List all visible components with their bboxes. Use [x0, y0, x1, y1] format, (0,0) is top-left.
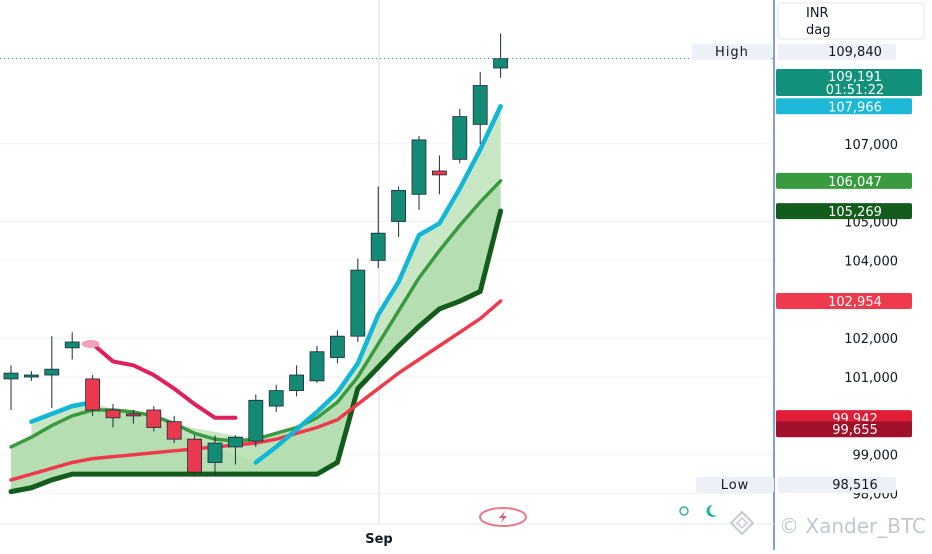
candle[interactable] — [126, 410, 141, 424]
candle[interactable] — [370, 186, 386, 269]
price-badge-text: 107,966 — [828, 100, 882, 115]
candle-body — [64, 341, 80, 349]
candle-body — [493, 58, 509, 69]
last-price-value: 109,191 — [828, 70, 882, 85]
candle-body — [146, 409, 162, 428]
resistance-marker — [81, 339, 100, 348]
price-badge-text: 106,047 — [828, 175, 882, 190]
candle-body — [85, 378, 100, 411]
candle[interactable] — [431, 155, 447, 195]
high-label: High — [715, 45, 749, 60]
low-label: Low — [721, 478, 750, 493]
candle[interactable] — [146, 406, 162, 432]
candle-body — [23, 374, 39, 378]
candle-body — [472, 85, 488, 125]
candle-body — [411, 139, 427, 195]
price-badge: 107,966 — [776, 98, 912, 115]
candle[interactable] — [309, 345, 325, 383]
candle-body — [329, 335, 345, 358]
candle-body — [289, 374, 305, 391]
price-badge-text: 102,954 — [828, 295, 882, 310]
y-tick-label: 102,000 — [844, 332, 898, 347]
candle[interactable] — [391, 186, 407, 238]
candle[interactable] — [105, 404, 121, 428]
slow-line-line — [8, 208, 504, 495]
fast-ema-line — [253, 104, 503, 465]
candle[interactable] — [248, 394, 264, 447]
candle[interactable] — [85, 375, 100, 416]
low-value: 98,516 — [832, 478, 878, 493]
interval-label: dag — [806, 23, 830, 38]
candle-body — [309, 351, 325, 382]
fast-ema-line — [29, 399, 95, 424]
candle[interactable] — [166, 415, 182, 444]
currency-box[interactable] — [777, 2, 925, 40]
candle[interactable] — [452, 108, 468, 164]
candle-body — [452, 116, 468, 160]
candle-body — [207, 442, 223, 463]
candle-body — [248, 399, 264, 442]
x-axis[interactable]: Sep — [0, 523, 774, 547]
watermark-text: © Xander_BTC — [779, 514, 926, 538]
resistance-line-line — [90, 341, 238, 420]
candle-body — [44, 368, 60, 376]
price-axis[interactable]: 98,00099,000101,000102,000104,000105,000… — [844, 138, 898, 503]
y-tick-label: 101,000 — [844, 371, 898, 386]
high-value: 109,840 — [828, 45, 882, 60]
last-price-badge: 109,191 01:51:22 — [776, 69, 922, 98]
candle-body — [350, 269, 366, 337]
price-badge-text: 99,655 — [832, 423, 878, 438]
y-tick-label: 107,000 — [844, 138, 898, 153]
candle-body — [3, 372, 19, 380]
candle-body — [431, 170, 447, 176]
flash-icon[interactable] — [479, 507, 527, 527]
candle-body — [126, 413, 141, 417]
upper-ribbon-area — [31, 106, 501, 463]
candle[interactable] — [3, 365, 19, 411]
candle[interactable] — [350, 258, 366, 342]
sun-moon-icon[interactable] — [679, 504, 717, 517]
candle[interactable] — [411, 136, 427, 210]
price-badge-text: 105,269 — [828, 205, 882, 220]
candle-body — [105, 409, 121, 419]
x-tick-label-sep: Sep — [365, 532, 393, 547]
price-badge: 106,047 — [776, 172, 912, 190]
candle-body — [268, 390, 284, 407]
y-tick-label: 99,000 — [853, 449, 899, 464]
candle-body — [187, 438, 203, 473]
candle[interactable] — [289, 365, 305, 397]
candle[interactable] — [268, 384, 284, 412]
low-label-group: Low 98,516 — [696, 477, 896, 493]
watermark-logo-icon — [729, 510, 755, 536]
candle[interactable] — [227, 435, 243, 465]
candle-body — [391, 190, 407, 222]
candle[interactable] — [472, 71, 488, 144]
candles[interactable] — [3, 33, 509, 477]
price-badge: 105,269 — [776, 203, 912, 220]
candle[interactable] — [187, 435, 203, 475]
y-tick-label: 104,000 — [844, 254, 898, 269]
price-badge: 99,655 — [776, 421, 912, 438]
candle[interactable] — [329, 330, 345, 364]
candle[interactable] — [23, 371, 39, 381]
high-label-group: High 109,840 — [692, 44, 896, 60]
candle[interactable] — [207, 435, 223, 477]
candle-body — [166, 421, 182, 440]
candle[interactable] — [44, 336, 60, 409]
candle-body — [227, 436, 243, 448]
candle[interactable] — [64, 332, 80, 360]
price-badge: 102,954 — [776, 293, 912, 310]
y-tick-label: 105,000 — [844, 216, 898, 231]
countdown-timer: 01:51:22 — [826, 83, 884, 98]
candle-body — [370, 232, 386, 261]
currency-label: INR — [806, 6, 829, 21]
